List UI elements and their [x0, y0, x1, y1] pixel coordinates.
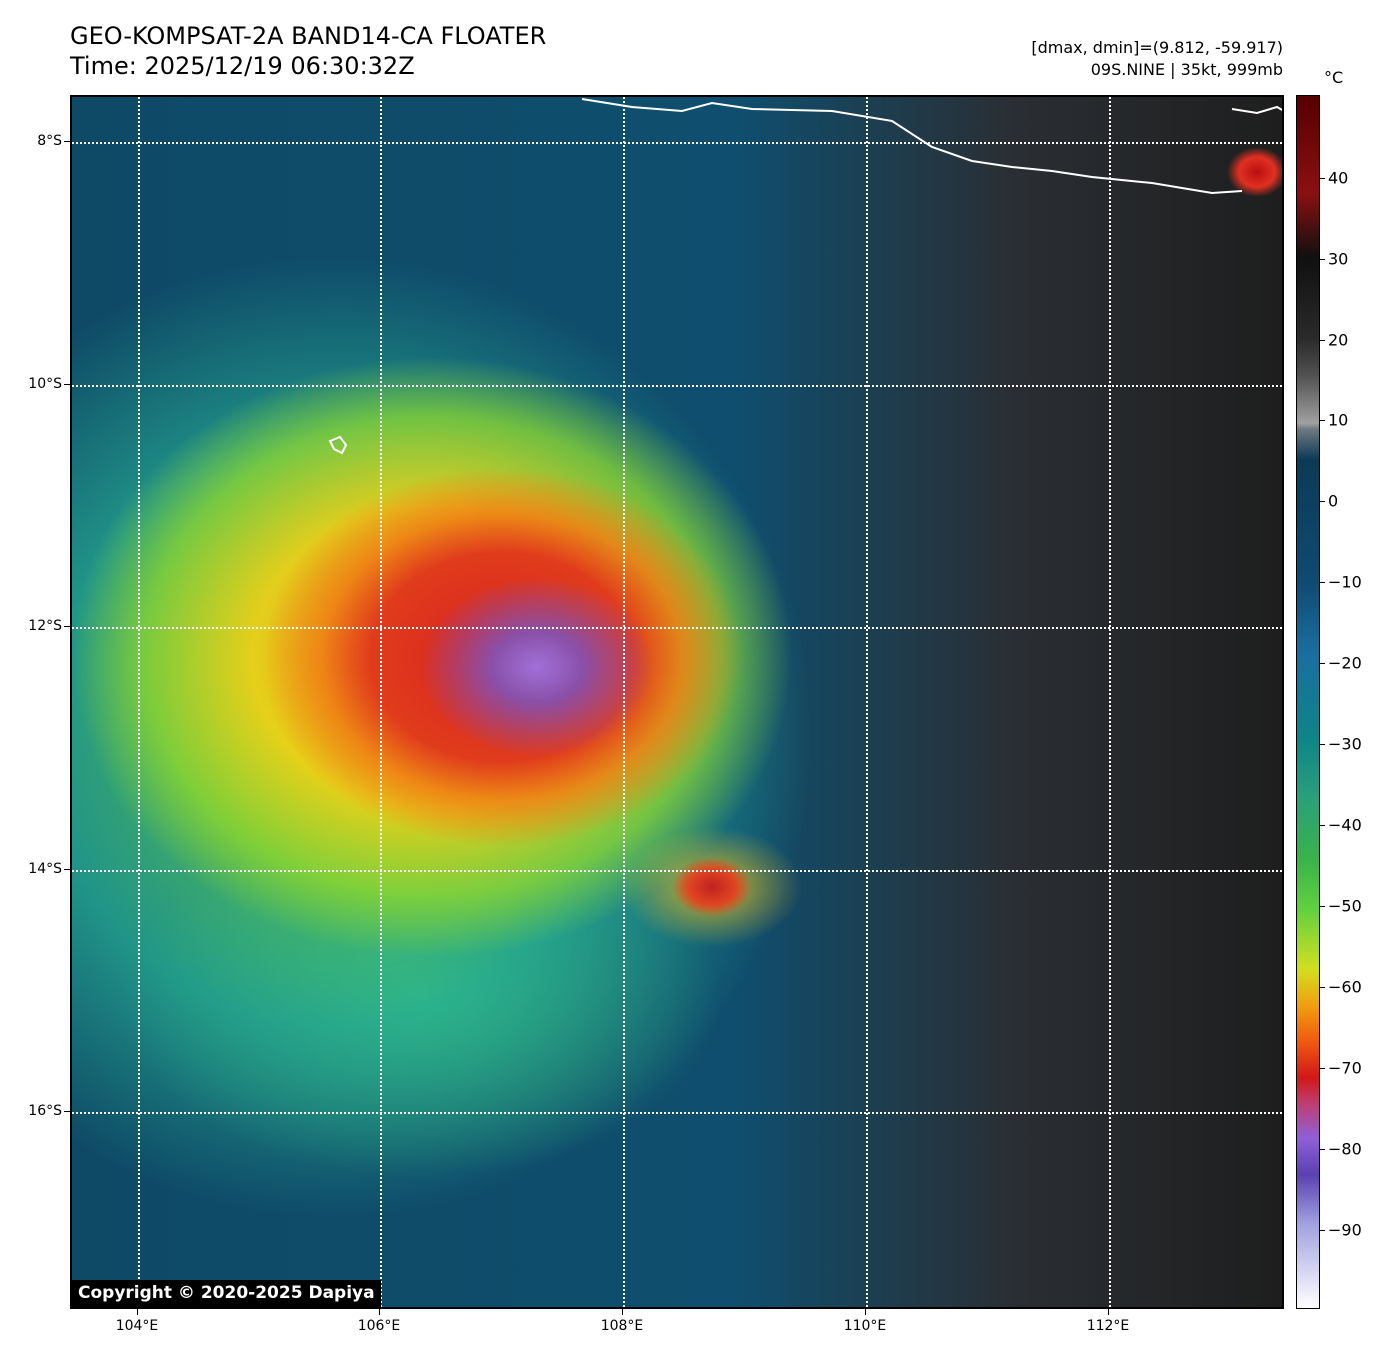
lat-tick-label: 8°S [37, 133, 62, 149]
lat-tick-mark [64, 384, 70, 385]
data-range: [dmax, dmin]=(9.812, -59.917) [1031, 38, 1283, 57]
colorbar-label: −40 [1328, 815, 1362, 835]
lon-tick-label: 112°E [1086, 1318, 1130, 1334]
lon-tick-mark [379, 1309, 380, 1315]
lon-tick-mark [865, 1309, 866, 1315]
colorbar-tick [1320, 1068, 1325, 1069]
copyright-label: Copyright © 2020-2025 Dapiya [72, 1280, 381, 1307]
colorbar-label: −60 [1328, 977, 1362, 997]
lon-tick-mark [1108, 1309, 1109, 1315]
colorbar-label: −10 [1328, 572, 1362, 592]
colorbar-tick [1320, 340, 1325, 341]
storm-info: 09S.NINE | 35kt, 999mb [1090, 60, 1283, 79]
lat-tick-mark [64, 1111, 70, 1112]
colorbar-label: −20 [1328, 653, 1362, 673]
gridline-10S [72, 385, 1282, 387]
colorbar-label: 0 [1328, 491, 1339, 511]
satellite-map: Copyright © 2020-2025 Dapiya [70, 95, 1284, 1309]
colorbar-unit: °C [1324, 68, 1344, 87]
gridline-104E [138, 97, 140, 1307]
lon-tick-label: 108°E [600, 1318, 644, 1334]
colorbar-tick [1320, 744, 1325, 745]
colorbar-label: −30 [1328, 734, 1362, 754]
colorbar-tick [1320, 501, 1325, 502]
lon-tick-mark [137, 1309, 138, 1315]
gridline-108E [623, 97, 625, 1307]
colorbar-label: −90 [1328, 1220, 1362, 1240]
colorbar-label: −50 [1328, 896, 1362, 916]
lat-tick-label: 10°S [28, 376, 62, 392]
lon-tick-label: 110°E [843, 1318, 887, 1334]
colorbar-label: 20 [1328, 330, 1349, 350]
gridline-8S [72, 142, 1282, 144]
gridline-16S [72, 1112, 1282, 1114]
colorbar-tick [1320, 582, 1325, 583]
colorbar-label: −70 [1328, 1058, 1362, 1078]
lat-tick-mark [64, 626, 70, 627]
colorbar-label: −80 [1328, 1139, 1362, 1159]
coastline [328, 98, 1282, 455]
gridline-112E [1109, 97, 1111, 1307]
colorbar-tick [1320, 987, 1325, 988]
colorbar-label: 10 [1328, 410, 1349, 430]
gridline-14S [72, 870, 1282, 872]
colorbar-tick [1320, 259, 1325, 260]
colorbar [1296, 95, 1320, 1309]
lat-tick-label: 16°S [28, 1103, 62, 1119]
gridline-12S [72, 627, 1282, 629]
lon-tick-mark [622, 1309, 623, 1315]
chart-title: GEO-KOMPSAT-2A BAND14-CA FLOATER [70, 22, 547, 50]
gridline-110E [866, 97, 868, 1307]
lat-tick-label: 14°S [28, 861, 62, 877]
colorbar-tick [1320, 906, 1325, 907]
colorbar-tick [1320, 825, 1325, 826]
lon-tick-label: 104°E [115, 1318, 159, 1334]
lat-tick-mark [64, 141, 70, 142]
colorbar-label: 30 [1328, 249, 1349, 269]
colorbar-tick [1320, 1149, 1325, 1150]
colorbar-tick [1320, 663, 1325, 664]
colorbar-tick [1320, 1230, 1325, 1231]
lat-tick-mark [64, 869, 70, 870]
colorbar-label: 40 [1328, 168, 1349, 188]
colorbar-tick [1320, 178, 1325, 179]
lat-tick-label: 12°S [28, 618, 62, 634]
gridline-106E [380, 97, 382, 1307]
chart-time: Time: 2025/12/19 06:30:32Z [70, 52, 415, 80]
lon-tick-label: 106°E [357, 1318, 401, 1334]
colorbar-tick [1320, 420, 1325, 421]
